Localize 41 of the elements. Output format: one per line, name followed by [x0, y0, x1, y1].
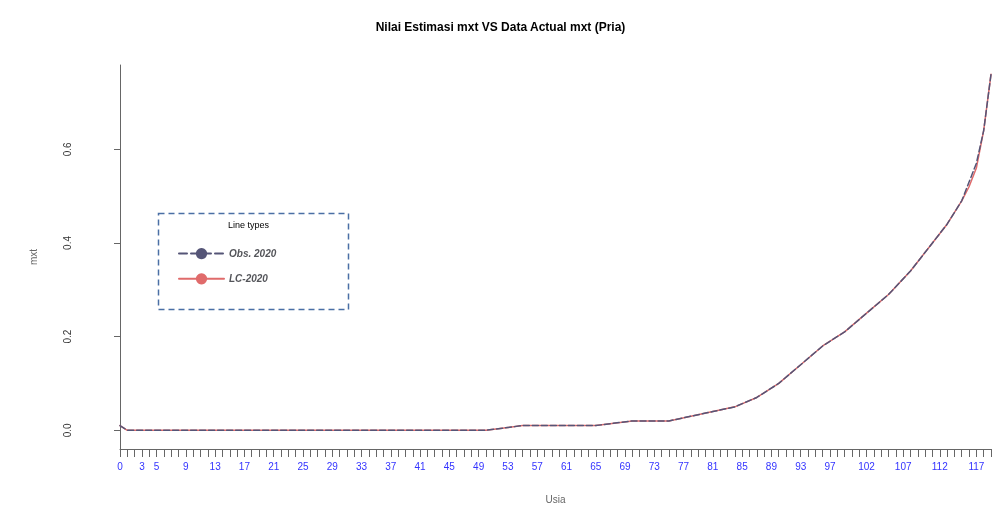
chart-title: Nilai Estimasi mxt VS Data Actual mxt (Pria) [375, 20, 626, 34]
x-tick-label: 81 [707, 460, 719, 472]
x-tick-label: 85 [736, 460, 749, 472]
x-tick-label: 33 [355, 460, 368, 472]
x-tick-label: 0 [117, 460, 124, 472]
x-tick-label: 41 [414, 460, 427, 472]
x-tick-label: 97 [824, 460, 836, 472]
y-axis-title: mxt [27, 248, 39, 266]
legend-label: LC-2020 [229, 273, 269, 285]
x-tick-label: 102 [858, 460, 876, 472]
x-tick-label: 61 [560, 460, 573, 472]
x-tick-label: 107 [894, 460, 912, 472]
line-series [119, 73, 992, 432]
y-tick-label: 0.6 [61, 141, 73, 157]
x-tick-label: 37 [385, 460, 397, 472]
x-tick-label: 13 [209, 460, 222, 472]
x-tick-label: 49 [473, 460, 485, 472]
x-tick-label: 3 [139, 460, 146, 472]
y-tick-label: 0.2 [61, 329, 73, 344]
x-tick-label: 5 [153, 460, 160, 472]
x-tick-label: 9 [183, 460, 190, 472]
x-tick-label: 57 [531, 460, 544, 472]
x-tick-label: 65 [590, 460, 602, 472]
x-tick-label: 21 [268, 460, 280, 472]
x-tick-label: 117 [968, 460, 985, 472]
x-tick-label: 73 [648, 460, 661, 472]
x-tick-label: 112 [931, 460, 949, 472]
y-tick-label: 0.4 [61, 235, 73, 250]
x-tick-label: 25 [297, 460, 309, 472]
legend-title: Line types [228, 219, 270, 230]
y-tick-label: 0.0 [61, 422, 73, 438]
x-tick-label: 45 [443, 460, 456, 472]
x-tick-label: 53 [502, 460, 514, 472]
legend-label: Obs. 2020 [229, 248, 277, 260]
x-tick-label: 89 [765, 460, 778, 472]
x-tick-label: 77 [678, 460, 690, 472]
x-axis-title: Usia [545, 493, 566, 505]
x-tick-label: 17 [238, 460, 251, 472]
x-tick-label: 29 [326, 460, 339, 472]
x-tick-label: 93 [795, 460, 807, 472]
x-tick-label: 69 [619, 460, 632, 472]
